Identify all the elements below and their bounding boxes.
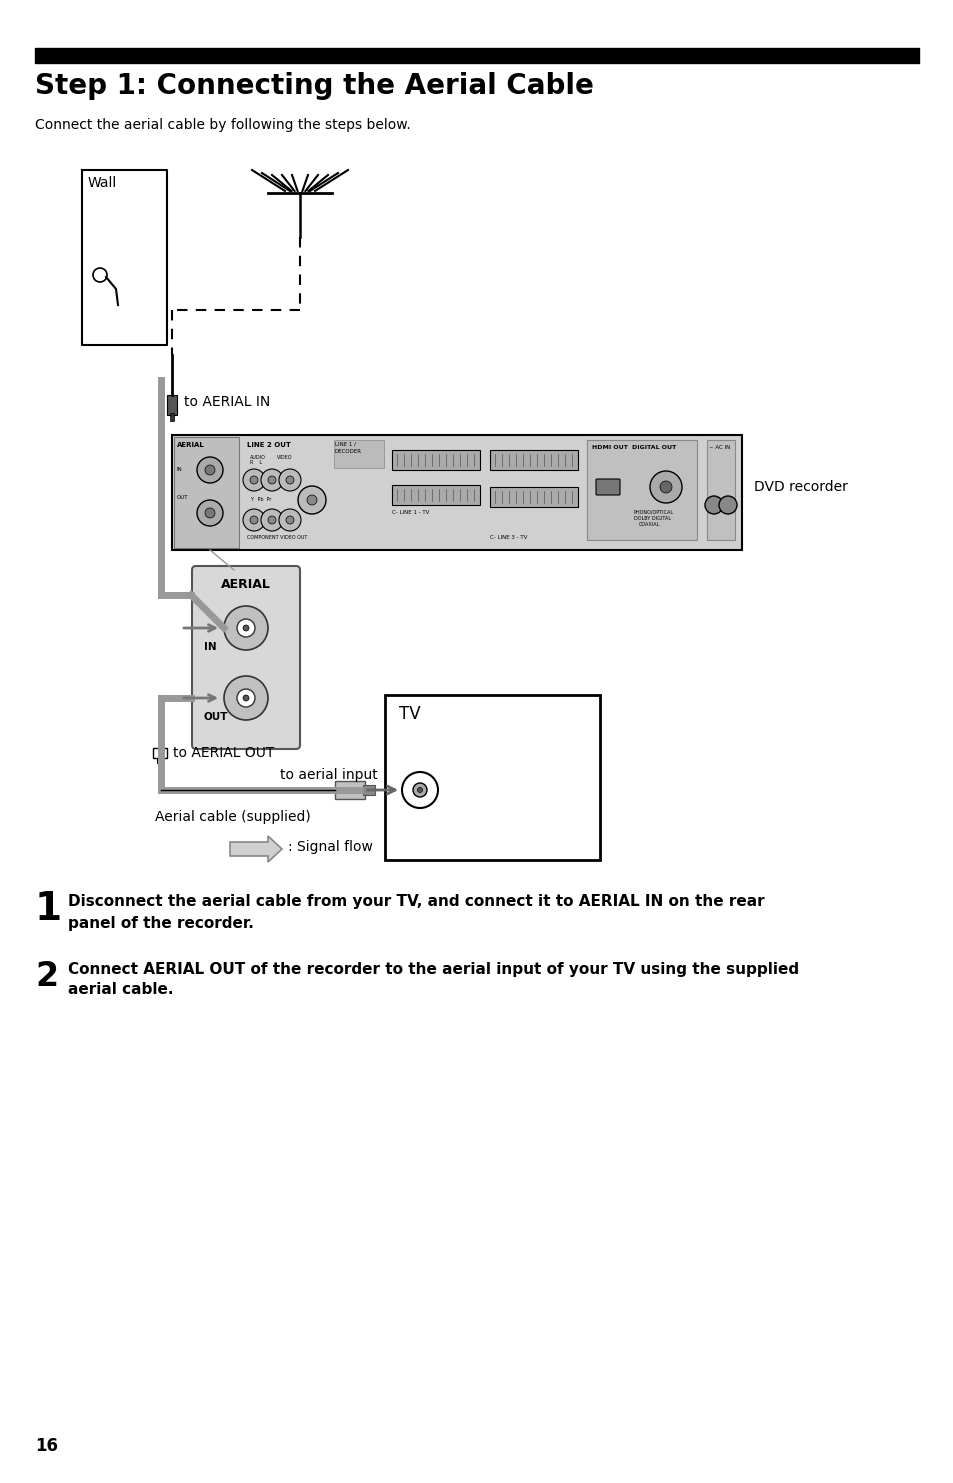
Text: to aerial input: to aerial input [280, 768, 377, 782]
Circle shape [413, 783, 427, 796]
Bar [363, 785, 375, 795]
Circle shape [286, 516, 294, 523]
Circle shape [243, 509, 265, 531]
Circle shape [704, 495, 722, 515]
Text: DIGITAL OUT: DIGITAL OUT [631, 445, 676, 449]
Circle shape [261, 509, 283, 531]
Text: Connect the aerial cable by following the steps below.: Connect the aerial cable by following th… [35, 119, 411, 132]
Bar [385, 696, 599, 860]
Bar [490, 486, 578, 507]
Text: DVD recorder: DVD recorder [753, 480, 847, 494]
Text: OUT: OUT [204, 712, 229, 722]
Bar [35, 47, 918, 62]
Bar [172, 435, 741, 550]
Text: DOLBY DIGITAL: DOLBY DIGITAL [634, 516, 670, 521]
Circle shape [243, 624, 249, 630]
Circle shape [278, 509, 301, 531]
Text: Y   Pb  Pr: Y Pb Pr [250, 497, 271, 503]
Circle shape [649, 472, 681, 503]
Text: OUT: OUT [177, 495, 189, 500]
Circle shape [307, 495, 316, 506]
Text: PHONO/OPTICAL: PHONO/OPTICAL [634, 510, 674, 515]
Circle shape [205, 466, 214, 475]
Circle shape [196, 500, 223, 526]
Text: AERIAL: AERIAL [221, 578, 271, 592]
Circle shape [261, 469, 283, 491]
Text: : Signal flow: : Signal flow [288, 839, 373, 854]
Circle shape [236, 618, 254, 638]
Circle shape [196, 457, 223, 483]
Circle shape [236, 690, 254, 707]
Text: C- LINE 1 - TV: C- LINE 1 - TV [392, 510, 429, 515]
Text: COAXIAL: COAXIAL [639, 522, 659, 526]
Circle shape [205, 509, 214, 518]
Text: to AERIAL OUT: to AERIAL OUT [172, 746, 274, 759]
Bar [490, 449, 578, 470]
Text: ~ AC IN: ~ AC IN [708, 445, 729, 449]
Circle shape [286, 476, 294, 483]
Text: Connect AERIAL OUT of the recorder to the aerial input of your TV using the supp: Connect AERIAL OUT of the recorder to th… [68, 962, 799, 977]
Text: IN: IN [177, 467, 183, 472]
Polygon shape [230, 836, 282, 862]
Bar [334, 440, 384, 469]
Bar [392, 485, 479, 506]
Circle shape [243, 696, 249, 701]
Text: Wall: Wall [88, 176, 117, 190]
Circle shape [224, 676, 268, 721]
Circle shape [268, 516, 275, 523]
Text: Aerial cable (supplied): Aerial cable (supplied) [154, 810, 311, 825]
Circle shape [243, 469, 265, 491]
Text: Step 1: Connecting the Aerial Cable: Step 1: Connecting the Aerial Cable [35, 73, 594, 99]
Bar [706, 440, 734, 540]
Circle shape [659, 480, 671, 492]
Text: VIDEO: VIDEO [276, 455, 293, 460]
Text: LINE 2 OUT: LINE 2 OUT [247, 442, 291, 448]
Bar [586, 440, 697, 540]
Circle shape [224, 607, 268, 650]
Text: aerial cable.: aerial cable. [68, 982, 173, 997]
Text: 16: 16 [35, 1437, 58, 1455]
Text: 2: 2 [35, 960, 58, 994]
Text: IN: IN [204, 642, 216, 653]
Circle shape [278, 469, 301, 491]
Bar [157, 758, 163, 762]
Text: to AERIAL IN: to AERIAL IN [184, 394, 270, 409]
Circle shape [92, 268, 107, 282]
Text: COMPONENT VIDEO OUT: COMPONENT VIDEO OUT [247, 535, 307, 540]
Text: 1: 1 [35, 890, 62, 928]
Circle shape [719, 495, 737, 515]
Text: AERIAL: AERIAL [177, 442, 205, 448]
Text: LINE 1 /: LINE 1 / [335, 442, 355, 446]
Circle shape [250, 516, 257, 523]
Text: C- LINE 3 - TV: C- LINE 3 - TV [490, 535, 527, 540]
Text: R    L: R L [250, 460, 262, 466]
Text: HDMI OUT: HDMI OUT [592, 445, 627, 449]
Circle shape [417, 787, 422, 792]
Bar [167, 394, 177, 415]
Bar [170, 412, 173, 421]
Text: Disconnect the aerial cable from your TV, and connect it to AERIAL IN on the rea: Disconnect the aerial cable from your TV… [68, 894, 763, 909]
Circle shape [268, 476, 275, 483]
Bar [173, 437, 239, 549]
Bar [335, 782, 365, 799]
Bar [392, 449, 479, 470]
Text: panel of the recorder.: panel of the recorder. [68, 916, 253, 931]
FancyBboxPatch shape [192, 567, 299, 749]
Circle shape [401, 773, 437, 808]
Circle shape [250, 476, 257, 483]
Circle shape [297, 486, 326, 515]
FancyBboxPatch shape [596, 479, 619, 495]
Text: AUDIO: AUDIO [250, 455, 266, 460]
Bar [152, 747, 167, 758]
Text: DECODER: DECODER [335, 449, 361, 454]
Text: TV: TV [398, 704, 420, 724]
